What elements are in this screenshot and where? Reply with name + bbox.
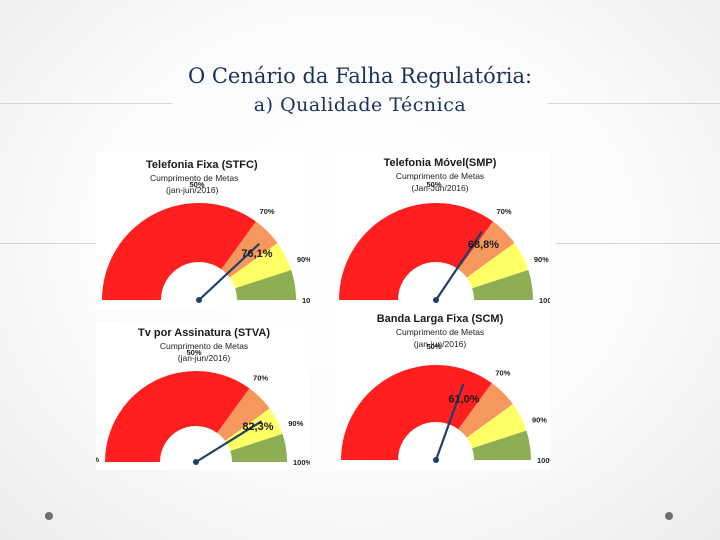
gauge-title: Banda Larga Fixa (SCM) <box>377 313 504 325</box>
gauge-scm: Banda Larga Fixa (SCM) Cumprimento de Met… <box>324 313 556 465</box>
gauge-needle-hub <box>433 457 439 463</box>
slide-dot-left <box>45 512 53 520</box>
gauge-tick-label: 90% <box>297 255 310 264</box>
gauge-band-yellow <box>466 404 527 449</box>
gauge-value-label: 61,0% <box>448 394 479 406</box>
top-rule-right <box>548 103 720 104</box>
gauge-tick-label: 90% <box>288 419 303 428</box>
gauge-title: Telefonia Móvel(SMP) <box>384 157 497 169</box>
slide-title: O Cenário da Falha Regulatória: <box>187 64 533 88</box>
gauge-panel-stva: Tv por Assinatura (STVA) Cumprimento de M… <box>88 322 313 470</box>
gauge-panel-scm: Banda Larga Fixa (SCM) Cumprimento de Met… <box>324 310 557 470</box>
gauge-value-label: 82,3% <box>242 421 273 433</box>
gauge-subtitle: Cumprimento de Metas <box>160 341 248 351</box>
gauge-band-red <box>105 371 250 462</box>
gauge-title: Tv por Assinatura (STVA) <box>138 327 270 339</box>
gauge-tick-label: 50% <box>189 180 204 189</box>
gauge-subtitle: Cumprimento de Metas <box>396 171 484 181</box>
mid-rule-right <box>556 243 720 244</box>
gauge-band-yellow <box>225 408 283 451</box>
gauge-needle <box>195 420 263 463</box>
gauge-band-orange <box>221 221 278 278</box>
gauge-stva: Tv por Assinatura (STVA) Cumprimento de M… <box>88 327 312 467</box>
gauge-tick-label: 50% <box>186 348 201 357</box>
gauge-tick-label: 90% <box>534 255 549 264</box>
gauge-smp: Telefonia Móvel(SMP) Cumprimento de Metas… <box>322 157 558 305</box>
gauge-tick-label: 50% <box>426 180 441 189</box>
gauge-needle-hub <box>433 297 439 303</box>
gauge-period: (jan-jun/2016) <box>166 185 219 195</box>
gauge-value-label: 68,8% <box>468 239 499 251</box>
gauge-stfc: Telefonia Fixa (STFC) Cumprimento de Meta… <box>85 159 321 305</box>
gauge-tick-label: 100% <box>537 456 550 465</box>
gauge-band-red <box>102 203 257 300</box>
gauge-tick-label: 70% <box>260 207 275 216</box>
gauge-tick-label: 90% <box>532 416 547 425</box>
gauge-band-orange <box>458 221 515 278</box>
gauge-value-label: 76,1% <box>241 248 272 260</box>
gauge-needle <box>435 230 483 301</box>
gauge-panel-stfc: Telefonia Fixa (STFC) Cumprimento de Meta… <box>85 152 322 310</box>
gauge-tick-label: 70% <box>495 368 510 377</box>
gauge-subtitle: Cumprimento de Metas <box>150 173 238 183</box>
slide-dot-right <box>665 512 673 520</box>
gauge-band-green <box>235 270 296 300</box>
gauge-tick-label: 70% <box>497 207 512 216</box>
gauge-title: Telefonia Fixa (STFC) <box>146 159 258 171</box>
top-rule-left <box>0 103 172 104</box>
gauge-tick-label: 70% <box>253 374 268 383</box>
gauge-band-yellow <box>466 242 529 289</box>
gauge-band-orange <box>458 383 513 438</box>
gauge-period: (jan-jun/2016) <box>178 353 231 363</box>
gauge-period: (jan-jun/2016) <box>414 339 467 349</box>
gauge-needle <box>434 383 465 461</box>
gauge-tick-label: 100% <box>293 458 310 467</box>
gauge-needle <box>198 242 261 301</box>
gauge-panel-smp: Telefonia Móvel(SMP) Cumprimento de Metas… <box>322 152 559 310</box>
gauge-needle-hub <box>196 297 202 303</box>
gauge-band-green <box>230 433 287 462</box>
gauge-band-green <box>472 270 533 300</box>
gauge-band-red <box>341 365 492 460</box>
gauge-band-green <box>472 430 531 460</box>
gauge-tick-label: 100% <box>539 296 550 305</box>
gauge-tick-label: 0% <box>96 455 99 464</box>
slide-subtitle: a) Qualidade Técnica <box>253 94 467 116</box>
gauge-tick-label: 100% <box>302 296 310 305</box>
gauge-band-orange <box>217 388 270 441</box>
gauge-band-red <box>339 203 494 300</box>
mid-rule-left <box>0 243 98 244</box>
gauge-tick-label: 50% <box>426 342 441 351</box>
gauge-needle-hub <box>193 459 199 465</box>
gauge-period: (Jan-Jun/2016) <box>411 183 468 193</box>
gauge-subtitle: Cumprimento de Metas <box>396 327 484 337</box>
gauge-band-yellow <box>229 242 292 289</box>
